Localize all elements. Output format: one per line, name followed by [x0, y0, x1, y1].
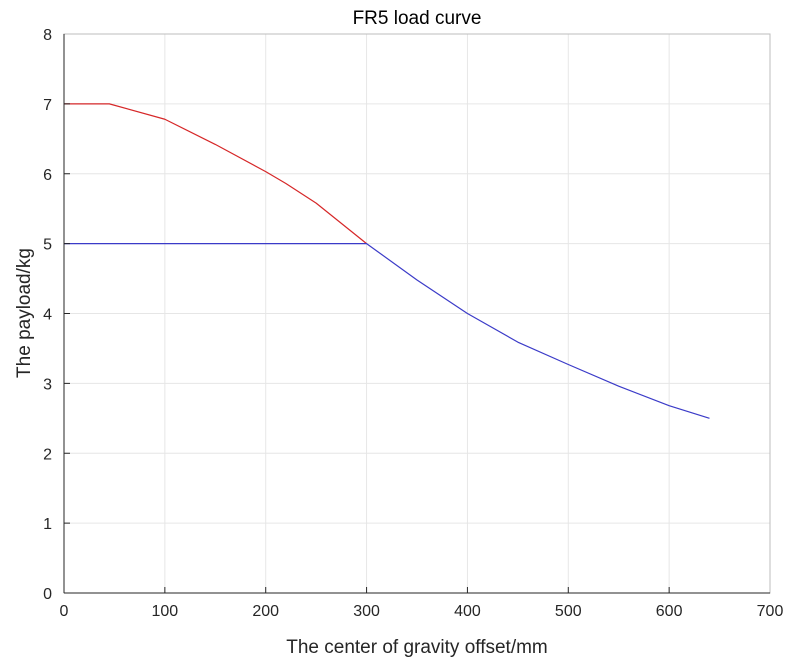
x-tick-label: 200: [252, 603, 279, 620]
x-tick-label: 500: [555, 603, 582, 620]
x-tick-label: 700: [757, 603, 784, 620]
series-line-2: [64, 243, 710, 419]
y-tick-label: 5: [43, 237, 52, 254]
y-tick-label: 4: [43, 307, 52, 324]
y-tick-label: 8: [43, 27, 52, 44]
x-tick-label: 400: [454, 603, 481, 620]
chart-title: FR5 load curve: [353, 8, 482, 29]
y-tick-label: 6: [43, 167, 52, 184]
x-tick-label: 600: [656, 603, 683, 620]
y-axis-label: The payload/kg: [14, 248, 35, 378]
y-tick-label: 7: [43, 97, 52, 114]
y-tick-label: 2: [43, 446, 52, 463]
x-axis-label: The center of gravity offset/mm: [286, 637, 548, 658]
x-tick-label: 0: [60, 603, 69, 620]
x-tick-label: 100: [152, 603, 179, 620]
x-tick-label: 300: [353, 603, 380, 620]
series-line-1: [64, 103, 367, 245]
y-tick-label: 3: [43, 376, 52, 393]
y-tick-label: 0: [43, 586, 52, 603]
y-tick-label: 1: [43, 516, 52, 533]
